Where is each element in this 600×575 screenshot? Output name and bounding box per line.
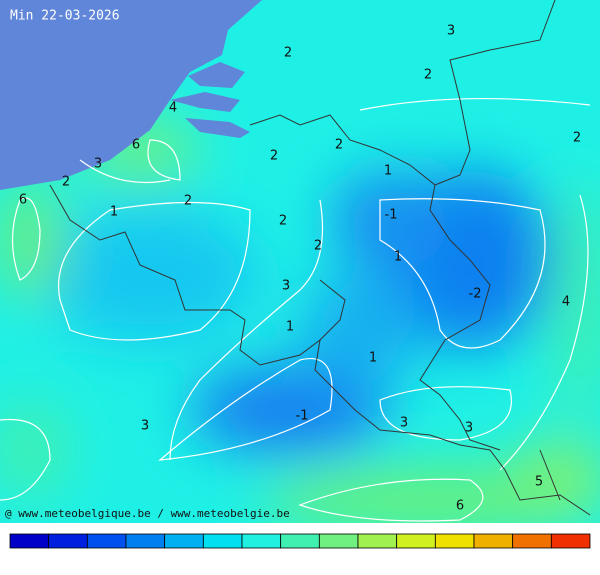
contour-label: 2: [270, 149, 278, 164]
color-swatch: [512, 533, 552, 549]
color-swatch: [164, 533, 204, 549]
contour-label: 2: [184, 194, 192, 209]
contour-label: 2: [62, 175, 70, 190]
contour-label: 1: [394, 250, 402, 265]
color-swatch: [396, 533, 436, 549]
color-swatch: [280, 533, 320, 549]
color-swatch: [9, 533, 50, 549]
contour-label: 2: [573, 131, 581, 146]
contour-label: 1: [286, 320, 294, 335]
contour-label: 2: [335, 138, 343, 153]
contour-label: 3: [400, 416, 408, 431]
contour-label: 4: [169, 101, 177, 116]
sea: [0, 0, 262, 190]
color-swatch: [434, 533, 475, 549]
color-swatch: [48, 533, 88, 549]
contour-label: 1: [369, 351, 377, 366]
borders: [49, 0, 591, 516]
color-swatch: [357, 533, 398, 549]
contour-label: 2: [279, 214, 287, 229]
contour-label: 4: [562, 295, 570, 310]
contour-label: -2: [469, 287, 482, 302]
contour-label: 3: [94, 157, 102, 172]
legend-area: [0, 523, 600, 575]
contour-label: 6: [456, 499, 464, 514]
contour-label: 5: [535, 475, 543, 490]
color-swatch: [241, 533, 282, 549]
color-swatch: [550, 533, 591, 549]
estuary: [170, 62, 250, 138]
contour-label: 6: [19, 193, 27, 208]
color-swatch: [202, 533, 243, 549]
contour-label: -1: [385, 208, 398, 223]
color-swatch: [318, 533, 359, 549]
contour-label: 1: [110, 205, 118, 220]
color-bar: [9, 533, 591, 549]
color-swatch: [86, 533, 127, 549]
contour-label: 3: [465, 421, 473, 436]
contour-label: 3: [141, 419, 149, 434]
map-title: Min 22-03-2026: [10, 9, 120, 24]
credit: @ www.meteobelgique.be / www.meteobelgie…: [5, 507, 290, 520]
contour-label: 2: [424, 68, 432, 83]
contour-label: 3: [282, 279, 290, 294]
contour-label: 2: [314, 239, 322, 254]
contour-label: 6: [132, 138, 140, 153]
contour-label: 3: [447, 24, 455, 39]
contour-label: -1: [296, 409, 309, 424]
contours: [0, 97, 591, 522]
color-swatch: [473, 533, 514, 549]
contour-label: 1: [384, 164, 392, 179]
color-swatch: [125, 533, 166, 549]
contour-label: 2: [284, 46, 292, 61]
